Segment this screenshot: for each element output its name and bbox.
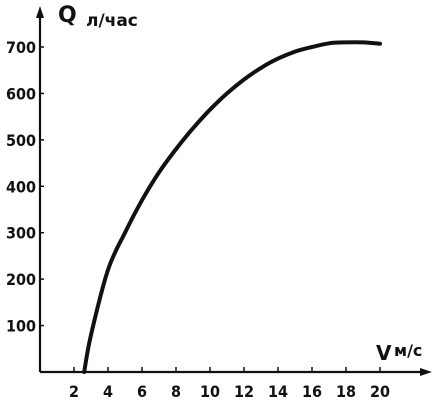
x-axis <box>40 368 432 376</box>
x-tick-label: 14 <box>268 382 288 401</box>
x-axis-arrow-icon <box>420 368 432 376</box>
y-axis <box>36 6 44 372</box>
x-axis-unit: м/с <box>394 341 422 360</box>
y-axis-unit: л/час <box>86 11 138 31</box>
y-axis-arrow-icon <box>36 6 44 18</box>
y-tick-label: 700 <box>6 38 36 57</box>
x-tick-label: 6 <box>137 382 147 401</box>
series-line <box>82 40 382 374</box>
series-group <box>82 40 382 374</box>
x-tick-group: 2 4 6 8 10 12 14 16 18 20 <box>69 367 390 401</box>
x-tick-label: 8 <box>171 382 181 401</box>
x-tick-label: 20 <box>370 382 390 401</box>
x-tick-label: 16 <box>302 382 322 401</box>
y-tick-label: 400 <box>6 177 36 196</box>
y-tick-label: 500 <box>6 131 36 150</box>
y-tick-group: 100 200 300 400 500 600 700 <box>6 38 44 336</box>
x-tick-label: 2 <box>69 382 79 401</box>
y-axis-label: Q <box>58 3 77 28</box>
x-tick-label: 18 <box>336 382 356 401</box>
x-axis-label: V <box>376 341 392 365</box>
x-tick-label: 10 <box>200 382 220 401</box>
x-tick-label: 12 <box>234 382 254 401</box>
y-tick-label: 600 <box>6 84 36 103</box>
x-tick-label: 4 <box>103 382 113 401</box>
y-tick-label: 300 <box>6 224 36 243</box>
y-tick-label: 100 <box>6 317 36 336</box>
y-tick-label: 200 <box>6 270 36 289</box>
